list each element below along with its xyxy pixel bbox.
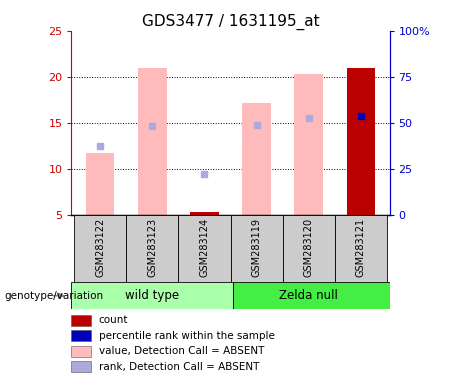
Text: GSM283122: GSM283122 — [95, 218, 105, 277]
Text: GSM283123: GSM283123 — [147, 218, 157, 277]
Bar — [71, 361, 91, 372]
Text: GSM283124: GSM283124 — [200, 218, 209, 277]
Bar — [190, 212, 219, 215]
Text: rank, Detection Call = ABSENT: rank, Detection Call = ABSENT — [99, 362, 259, 372]
Bar — [74, 215, 126, 282]
Text: Zelda null: Zelda null — [279, 289, 338, 302]
Bar — [178, 215, 230, 282]
Bar — [71, 315, 91, 326]
Bar — [126, 215, 178, 282]
Bar — [242, 103, 271, 215]
Bar — [86, 153, 114, 215]
Bar — [230, 215, 283, 282]
Bar — [233, 282, 390, 309]
Text: genotype/variation: genotype/variation — [5, 291, 104, 301]
Text: GDS3477 / 1631195_at: GDS3477 / 1631195_at — [142, 13, 319, 30]
Text: percentile rank within the sample: percentile rank within the sample — [99, 331, 275, 341]
Text: GSM283120: GSM283120 — [304, 218, 314, 277]
Bar — [190, 212, 219, 215]
Text: count: count — [99, 315, 128, 325]
Bar — [71, 330, 91, 341]
Bar — [295, 74, 323, 215]
Bar — [335, 215, 387, 282]
Bar — [71, 346, 91, 357]
Text: GSM283119: GSM283119 — [252, 218, 261, 277]
Bar — [138, 68, 166, 215]
Text: value, Detection Call = ABSENT: value, Detection Call = ABSENT — [99, 346, 264, 356]
Text: GSM283121: GSM283121 — [356, 218, 366, 277]
Text: wild type: wild type — [125, 289, 179, 302]
Bar — [283, 215, 335, 282]
Bar — [347, 68, 375, 215]
Bar — [71, 282, 233, 309]
